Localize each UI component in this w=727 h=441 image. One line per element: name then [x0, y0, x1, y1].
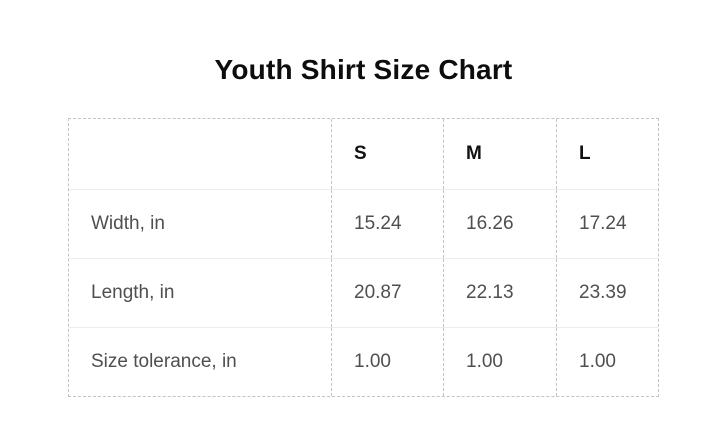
column-header-s: S [331, 119, 443, 189]
row-label-width: Width, in [91, 213, 165, 234]
cell-width-s: 15.24 [331, 190, 443, 258]
cell-tolerance-l: 1.00 [556, 328, 658, 396]
cell-length-s: 20.87 [331, 259, 443, 327]
cell-width-l: 17.24 [556, 190, 658, 258]
cell-tolerance-m: 1.00 [443, 328, 556, 396]
column-header-m: M [443, 119, 556, 189]
row-label-length: Length, in [91, 282, 175, 303]
size-chart-table: S M L Width, in 15.24 16.26 17.24 Length… [68, 118, 659, 397]
table-row-size-tolerance: Size tolerance, in 1.00 1.00 1.00 [69, 327, 658, 396]
page-title: Youth Shirt Size Chart [214, 54, 513, 85]
cell-width-m: 16.26 [443, 190, 556, 258]
column-header-empty [69, 119, 331, 189]
table-header-row: S M L [69, 119, 658, 189]
row-label-size-tolerance: Size tolerance, in [91, 351, 237, 372]
column-header-l: L [556, 119, 658, 189]
cell-length-l: 23.39 [556, 259, 658, 327]
table-row-length: Length, in 20.87 22.13 23.39 [69, 258, 658, 327]
cell-tolerance-s: 1.00 [331, 328, 443, 396]
cell-length-m: 22.13 [443, 259, 556, 327]
table-row-width: Width, in 15.24 16.26 17.24 [69, 189, 658, 258]
